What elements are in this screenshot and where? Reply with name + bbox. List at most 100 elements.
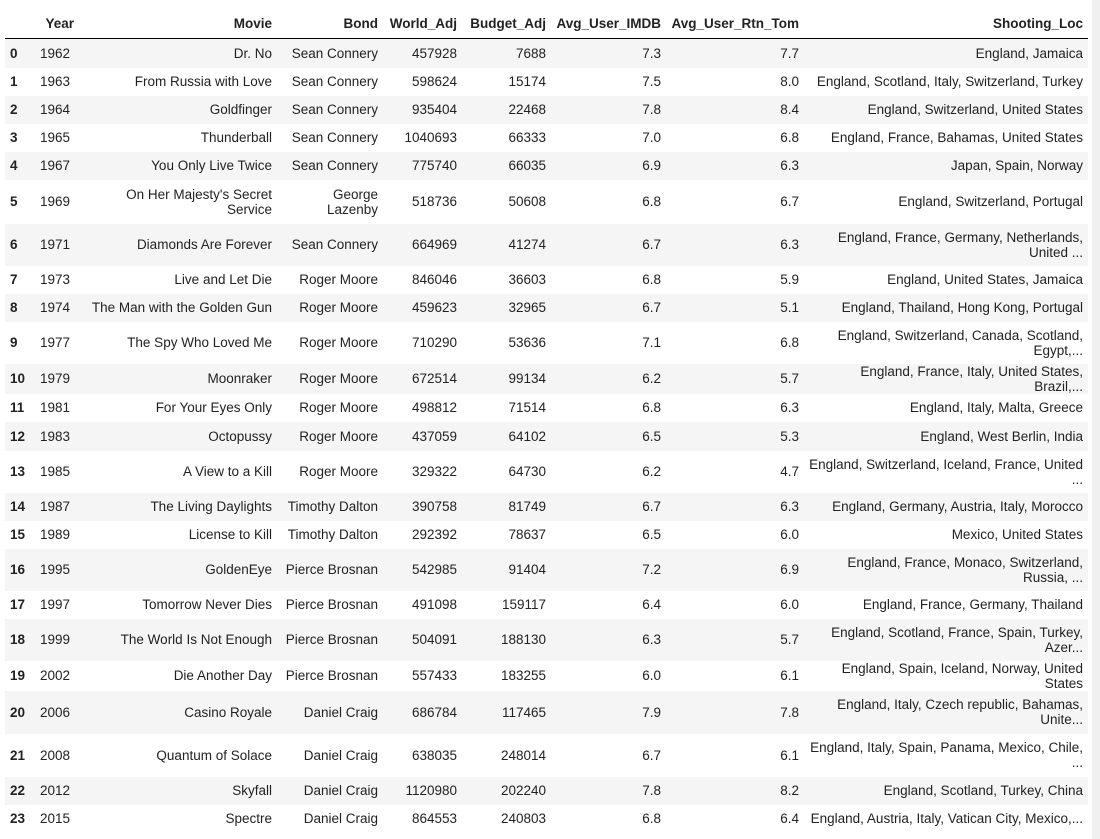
cell-world-adj: 935404 [411, 102, 457, 117]
cell-year: 1989 [40, 527, 71, 542]
cell-year: 1995 [40, 562, 71, 577]
vertical-scrollbar[interactable] [1092, 0, 1100, 839]
cell-loc: England, Jamaica [975, 45, 1083, 61]
cell-movie: Diamonds Are Forever [136, 237, 272, 252]
row-index: 8 [10, 300, 18, 315]
cell-world-adj: 686784 [411, 704, 457, 720]
cell-rtn-tom: 6.0 [780, 527, 799, 542]
cell-year: 1985 [40, 464, 71, 479]
table-row: 21 2008 Quantum of Solace Daniel Craig 63803… [5, 733, 1088, 777]
column-header-budget-adj: Budget_Adj [462, 9, 551, 39]
row-index: 13 [10, 464, 26, 479]
cell-rtn-tom: 8.2 [780, 783, 799, 798]
cell-world-adj: 638035 [411, 747, 457, 763]
cell-movie: The Man with the Golden Gun [91, 300, 272, 315]
cell-bond: Roger Moore [299, 272, 378, 287]
cell-budget-adj: 240803 [500, 811, 546, 826]
cell-world-adj: 457928 [411, 45, 457, 61]
row-index: 22 [10, 783, 26, 798]
cell-year: 1969 [40, 194, 71, 209]
cell-imdb: 6.2 [642, 371, 661, 386]
cell-rtn-tom: 6.0 [780, 597, 799, 612]
index-header [5, 9, 35, 39]
cell-bond: Sean Connery [291, 237, 378, 252]
cell-budget-adj: 78637 [508, 527, 546, 542]
cell-rtn-tom: 6.3 [780, 499, 799, 514]
cell-year: 1964 [40, 102, 71, 117]
row-index: 21 [10, 747, 26, 763]
cell-imdb: 7.8 [642, 783, 661, 798]
cell-bond: Daniel Craig [303, 783, 378, 798]
cell-rtn-tom: 5.3 [780, 428, 799, 444]
cell-world-adj: 292392 [411, 527, 457, 542]
cell-bond: Roger Moore [299, 428, 378, 444]
table-header: Year Movie Bond World_Adj Budget_Adj Avg_User… [5, 9, 1088, 39]
cell-world-adj: 498812 [411, 400, 457, 415]
cell-loc: England, Italy, Czech republic, Bahamas,… [837, 697, 1083, 727]
cell-world-adj: 329322 [411, 464, 457, 479]
cell-rtn-tom: 6.7 [780, 194, 799, 209]
cell-movie: Thunderball [200, 130, 272, 145]
cell-loc: England, Switzerland, Canada, Scotland, … [837, 327, 1083, 358]
table-row: 23 2015 Spectre Daniel Craig 864553 240803 6.8… [5, 804, 1088, 833]
cell-bond: Sean Connery [291, 45, 378, 61]
cell-year: 1973 [40, 272, 71, 287]
cell-movie: You Only Live Twice [151, 158, 272, 173]
cell-budget-adj: 117465 [501, 704, 546, 720]
row-index: 1 [10, 74, 18, 89]
cell-world-adj: 459623 [411, 300, 457, 315]
cell-year: 1987 [40, 499, 71, 514]
cell-budget-adj: 99134 [508, 371, 546, 386]
cell-world-adj: 491098 [411, 597, 457, 612]
cell-bond: Roger Moore [299, 371, 378, 386]
cell-imdb: 7.1 [642, 335, 661, 350]
row-index: 18 [10, 632, 26, 647]
cell-budget-adj: 32965 [508, 300, 546, 315]
column-header-movie: Movie [79, 9, 277, 39]
row-index: 11 [10, 400, 25, 415]
cell-world-adj: 1040693 [404, 130, 457, 145]
cell-loc: England, France, Germany, Thailand [862, 597, 1083, 612]
cell-world-adj: 846046 [411, 272, 457, 287]
row-index: 16 [10, 562, 26, 577]
cell-world-adj: 1120980 [405, 783, 457, 798]
cell-rtn-tom: 7.8 [780, 704, 799, 720]
cell-bond: Sean Connery [291, 158, 378, 173]
cell-budget-adj: 188130 [500, 632, 546, 647]
cell-bond: Roger Moore [299, 300, 378, 315]
column-header-world-adj: World_Adj [383, 9, 462, 39]
table-row: 10 1979 Moonraker Roger Moore 672514 99134 6.2… [5, 363, 1088, 394]
cell-bond: Sean Connery [291, 130, 378, 145]
cell-budget-adj: 183255 [500, 668, 546, 683]
column-header-bond: Bond [277, 9, 383, 39]
cell-movie: A View to a Kill [182, 464, 272, 479]
cell-year: 2006 [40, 704, 71, 720]
cell-rtn-tom: 6.8 [780, 335, 799, 350]
table-row: 8 1974 The Man with the Golden Gun Roger Mo… [5, 293, 1088, 322]
table-row: 7 1973 Live and Let Die Roger Moore 846046 36… [5, 265, 1088, 294]
cell-budget-adj: 66333 [508, 130, 546, 145]
cell-year: 1977 [40, 335, 71, 350]
cell-budget-adj: 91404 [508, 562, 546, 577]
cell-year: 1979 [40, 371, 71, 386]
table-row: 3 1965 Thunderball Sean Connery 1040693 66333… [5, 123, 1088, 152]
row-index: 12 [10, 428, 26, 444]
cell-world-adj: 518736 [411, 194, 457, 209]
cell-year: 2015 [40, 811, 71, 826]
cell-imdb: 6.4 [642, 597, 661, 612]
cell-year: 1971 [40, 237, 71, 252]
cell-movie: The World Is Not Enough [120, 632, 272, 647]
cell-imdb: 6.3 [642, 632, 661, 647]
row-index: 14 [10, 499, 26, 514]
row-index: 2 [10, 102, 18, 117]
cell-loc: Mexico, United States [951, 527, 1083, 542]
table-row: 19 2002 Die Another Day Pierce Brosnan 55743… [5, 660, 1088, 691]
cell-budget-adj: 22468 [508, 102, 546, 117]
cell-year: 1999 [40, 632, 71, 647]
cell-bond: Roger Moore [299, 464, 378, 479]
cell-rtn-tom: 6.3 [780, 158, 799, 173]
cell-bond: Timothy Dalton [287, 527, 378, 542]
cell-imdb: 7.2 [642, 562, 661, 577]
cell-year: 2002 [40, 668, 71, 683]
cell-budget-adj: 36603 [508, 272, 546, 287]
